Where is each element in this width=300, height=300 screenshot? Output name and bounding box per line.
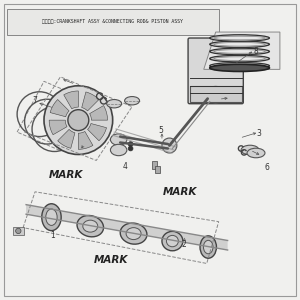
Ellipse shape [110, 134, 127, 145]
Ellipse shape [167, 236, 178, 247]
Ellipse shape [214, 43, 265, 46]
Ellipse shape [83, 220, 98, 232]
Text: MARK: MARK [49, 170, 84, 180]
Text: MARK: MARK [94, 256, 128, 266]
Text: 6: 6 [264, 164, 269, 172]
Bar [13, 227, 24, 235]
Text: 4: 4 [122, 162, 127, 171]
Circle shape [68, 110, 89, 130]
Circle shape [16, 228, 21, 234]
Polygon shape [78, 131, 93, 149]
Ellipse shape [42, 204, 61, 231]
Ellipse shape [210, 48, 269, 55]
Ellipse shape [210, 41, 269, 48]
Text: 8: 8 [254, 47, 258, 56]
Bar [7, 9, 219, 35]
Ellipse shape [126, 228, 141, 240]
Ellipse shape [214, 36, 265, 40]
Ellipse shape [210, 55, 269, 62]
Circle shape [44, 86, 113, 154]
Polygon shape [88, 124, 106, 141]
Ellipse shape [214, 57, 265, 60]
Polygon shape [90, 106, 107, 120]
Ellipse shape [247, 148, 265, 158]
PathPatch shape [26, 205, 228, 250]
Ellipse shape [120, 223, 147, 244]
Bar [155, 166, 160, 173]
Ellipse shape [203, 240, 213, 254]
Text: 1: 1 [51, 231, 55, 240]
Ellipse shape [110, 144, 127, 156]
Text: 2: 2 [182, 240, 187, 249]
Text: MARK: MARK [163, 187, 197, 197]
Polygon shape [64, 91, 78, 109]
Text: 5: 5 [158, 126, 163, 135]
Bar [190, 86, 242, 102]
Text: 部件代号:CRANKSHAFT ASSY &CONNECTING ROD& PISTON ASSY: 部件代号:CRANKSHAFT ASSY &CONNECTING ROD& PI… [42, 20, 183, 24]
Polygon shape [204, 32, 280, 69]
Ellipse shape [210, 64, 269, 71]
Ellipse shape [107, 100, 122, 108]
Ellipse shape [214, 50, 265, 53]
Ellipse shape [210, 35, 269, 41]
Polygon shape [49, 120, 67, 135]
Circle shape [162, 138, 177, 153]
Ellipse shape [162, 231, 183, 251]
Polygon shape [82, 92, 99, 111]
Text: 7: 7 [33, 96, 38, 105]
Circle shape [128, 146, 133, 151]
Circle shape [128, 142, 133, 146]
Text: 3: 3 [256, 129, 261, 138]
Circle shape [207, 86, 224, 103]
Ellipse shape [200, 236, 216, 258]
Ellipse shape [214, 64, 265, 68]
FancyBboxPatch shape [188, 38, 243, 104]
Ellipse shape [241, 145, 259, 155]
Ellipse shape [77, 215, 104, 237]
Ellipse shape [124, 97, 140, 105]
Ellipse shape [210, 62, 269, 69]
Bar [152, 161, 157, 169]
Polygon shape [58, 129, 75, 148]
Polygon shape [50, 100, 69, 117]
Ellipse shape [46, 209, 57, 225]
